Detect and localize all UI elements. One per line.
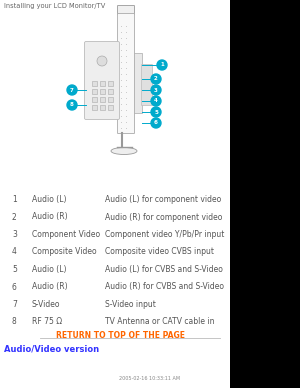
Text: Composite Video: Composite Video xyxy=(32,248,97,256)
FancyBboxPatch shape xyxy=(142,64,152,106)
Text: S-Video: S-Video xyxy=(32,300,61,309)
Text: 4: 4 xyxy=(154,99,158,104)
FancyBboxPatch shape xyxy=(85,42,119,120)
Text: 8: 8 xyxy=(70,102,74,107)
Circle shape xyxy=(151,118,161,128)
Text: S-Video input: S-Video input xyxy=(105,300,156,309)
Bar xyxy=(100,89,105,94)
Text: RF 75 Ω: RF 75 Ω xyxy=(32,317,62,326)
Bar xyxy=(92,105,97,110)
Text: Audio (R): Audio (R) xyxy=(32,282,68,291)
Text: Audio (L): Audio (L) xyxy=(32,195,67,204)
Text: 3: 3 xyxy=(12,230,17,239)
Text: Audio/Video version: Audio/Video version xyxy=(4,344,99,353)
Text: 6: 6 xyxy=(154,121,158,125)
Text: 4: 4 xyxy=(12,248,17,256)
Bar xyxy=(92,89,97,94)
Text: Composite video CVBS input: Composite video CVBS input xyxy=(105,248,214,256)
Text: 5: 5 xyxy=(12,265,17,274)
Bar xyxy=(100,97,105,102)
Bar xyxy=(108,81,113,86)
Text: 6: 6 xyxy=(12,282,17,291)
Circle shape xyxy=(151,107,161,117)
Circle shape xyxy=(67,100,77,110)
Text: 3: 3 xyxy=(154,88,158,92)
Bar xyxy=(92,97,97,102)
FancyBboxPatch shape xyxy=(118,14,134,133)
Text: 1: 1 xyxy=(12,195,17,204)
Text: 7: 7 xyxy=(12,300,17,309)
Text: Component video Y/Pb/Pr input: Component video Y/Pb/Pr input xyxy=(105,230,224,239)
FancyBboxPatch shape xyxy=(118,5,134,14)
Text: 2005-02-16 10:33:11 AM: 2005-02-16 10:33:11 AM xyxy=(119,376,181,381)
Circle shape xyxy=(151,74,161,84)
Bar xyxy=(108,89,113,94)
Bar xyxy=(134,53,142,113)
Text: Audio (L) for component video: Audio (L) for component video xyxy=(105,195,221,204)
Bar xyxy=(100,81,105,86)
Text: 2: 2 xyxy=(154,76,158,81)
Bar xyxy=(230,0,300,388)
Text: Audio (R) for CVBS and S-Video: Audio (R) for CVBS and S-Video xyxy=(105,282,224,291)
Text: TV Antenna or CATV cable in: TV Antenna or CATV cable in xyxy=(105,317,214,326)
Text: RETURN TO TOP OF THE PAGE: RETURN TO TOP OF THE PAGE xyxy=(56,331,184,340)
Bar xyxy=(108,105,113,110)
Text: 5: 5 xyxy=(154,109,158,114)
Text: 1: 1 xyxy=(160,62,164,68)
Circle shape xyxy=(67,85,77,95)
Bar xyxy=(92,81,97,86)
Text: Component Video: Component Video xyxy=(32,230,100,239)
Bar xyxy=(100,105,105,110)
Text: 7: 7 xyxy=(70,88,74,92)
Text: 2: 2 xyxy=(12,213,17,222)
Text: Audio (L) for CVBS and S-Video: Audio (L) for CVBS and S-Video xyxy=(105,265,223,274)
Circle shape xyxy=(157,60,167,70)
Text: Audio (R): Audio (R) xyxy=(32,213,68,222)
Circle shape xyxy=(151,96,161,106)
Circle shape xyxy=(97,56,107,66)
Ellipse shape xyxy=(111,147,137,154)
Text: Audio (L): Audio (L) xyxy=(32,265,67,274)
Bar xyxy=(108,97,113,102)
Text: Installing your LCD Monitor/TV: Installing your LCD Monitor/TV xyxy=(4,3,105,9)
Circle shape xyxy=(151,85,161,95)
Text: 8: 8 xyxy=(12,317,17,326)
Text: Audio (R) for component video: Audio (R) for component video xyxy=(105,213,222,222)
